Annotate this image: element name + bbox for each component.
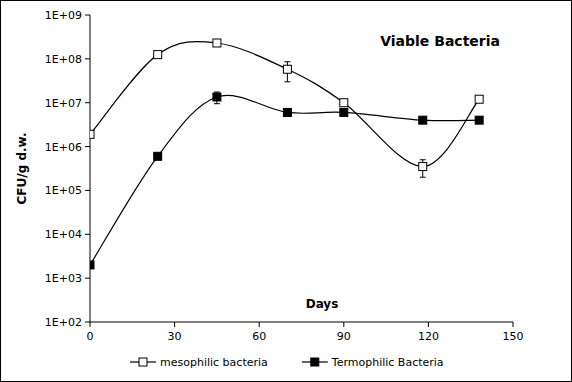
- x-tick: [259, 322, 260, 327]
- x-axis: [90, 322, 513, 323]
- marker: [419, 116, 427, 124]
- legend: mesophilic bacteria Termophilic Bacteria: [0, 355, 572, 369]
- y-tick-label: 1E+08: [45, 53, 82, 66]
- x-tick: [428, 322, 429, 327]
- x-axis-label: Days: [306, 297, 339, 311]
- marker: [213, 39, 221, 47]
- marker: [283, 65, 291, 73]
- x-tick: [90, 322, 91, 327]
- y-tick: [85, 278, 90, 279]
- y-tick: [85, 234, 90, 235]
- chart-border: [1, 1, 572, 382]
- title: Viable Bacteria: [380, 33, 500, 49]
- x-tick: [513, 322, 514, 327]
- marker: [90, 261, 94, 269]
- y-axis-label: CFU/g d.w.: [15, 133, 29, 205]
- legend-label: mesophilic bacteria: [160, 356, 268, 369]
- x-tick-label: 150: [503, 330, 524, 343]
- series-line: [90, 42, 479, 167]
- marker: [475, 116, 483, 124]
- series-line: [90, 95, 479, 265]
- marker: [213, 93, 221, 101]
- error-bar: [420, 160, 426, 177]
- y-tick: [85, 58, 90, 59]
- marker: [90, 130, 94, 138]
- plot-area: [90, 39, 483, 269]
- legend-item: mesophilic bacteria: [130, 356, 268, 369]
- x-tick: [343, 322, 344, 327]
- x-tick-label: 120: [418, 330, 439, 343]
- y-tick-label: 1E+09: [45, 9, 82, 22]
- x-tick: [174, 322, 175, 327]
- y-tick: [85, 322, 90, 323]
- y-tick: [85, 102, 90, 103]
- x-tick-label: 30: [168, 330, 182, 343]
- x-tick-label: 90: [337, 330, 351, 343]
- marker: [340, 108, 348, 116]
- marker: [154, 51, 162, 59]
- y-tick-label: 1E+05: [45, 184, 82, 197]
- y-tick-label: 1E+06: [45, 141, 82, 154]
- error-bar: [214, 92, 220, 104]
- y-axis: [90, 15, 91, 322]
- x-tick-label: 60: [252, 330, 266, 343]
- y-tick-label: 1E+07: [45, 97, 82, 110]
- y-tick: [85, 15, 90, 16]
- y-tick-label: 1E+03: [45, 272, 82, 285]
- legend-marker: [139, 358, 147, 366]
- marker: [475, 95, 483, 103]
- error-bar: [284, 62, 290, 82]
- chart: 1E+02 1E+03 1E+04 1E+05 1E+06 1E+07 1E+08 1E+09…: [0, 0, 572, 382]
- y-tick: [85, 190, 90, 191]
- legend-label: Termophilic Bacteria: [331, 356, 444, 369]
- legend-item: Termophilic Bacteria: [302, 356, 444, 369]
- legend-marker: [311, 358, 319, 366]
- marker: [340, 99, 348, 107]
- y-tick-label: 1E+04: [45, 228, 82, 241]
- y-tick: [85, 146, 90, 147]
- y-tick-label: 1E+02: [45, 316, 82, 329]
- x-tick-label: 0: [87, 330, 94, 343]
- marker: [283, 108, 291, 116]
- marker: [154, 152, 162, 160]
- marker: [419, 163, 427, 171]
